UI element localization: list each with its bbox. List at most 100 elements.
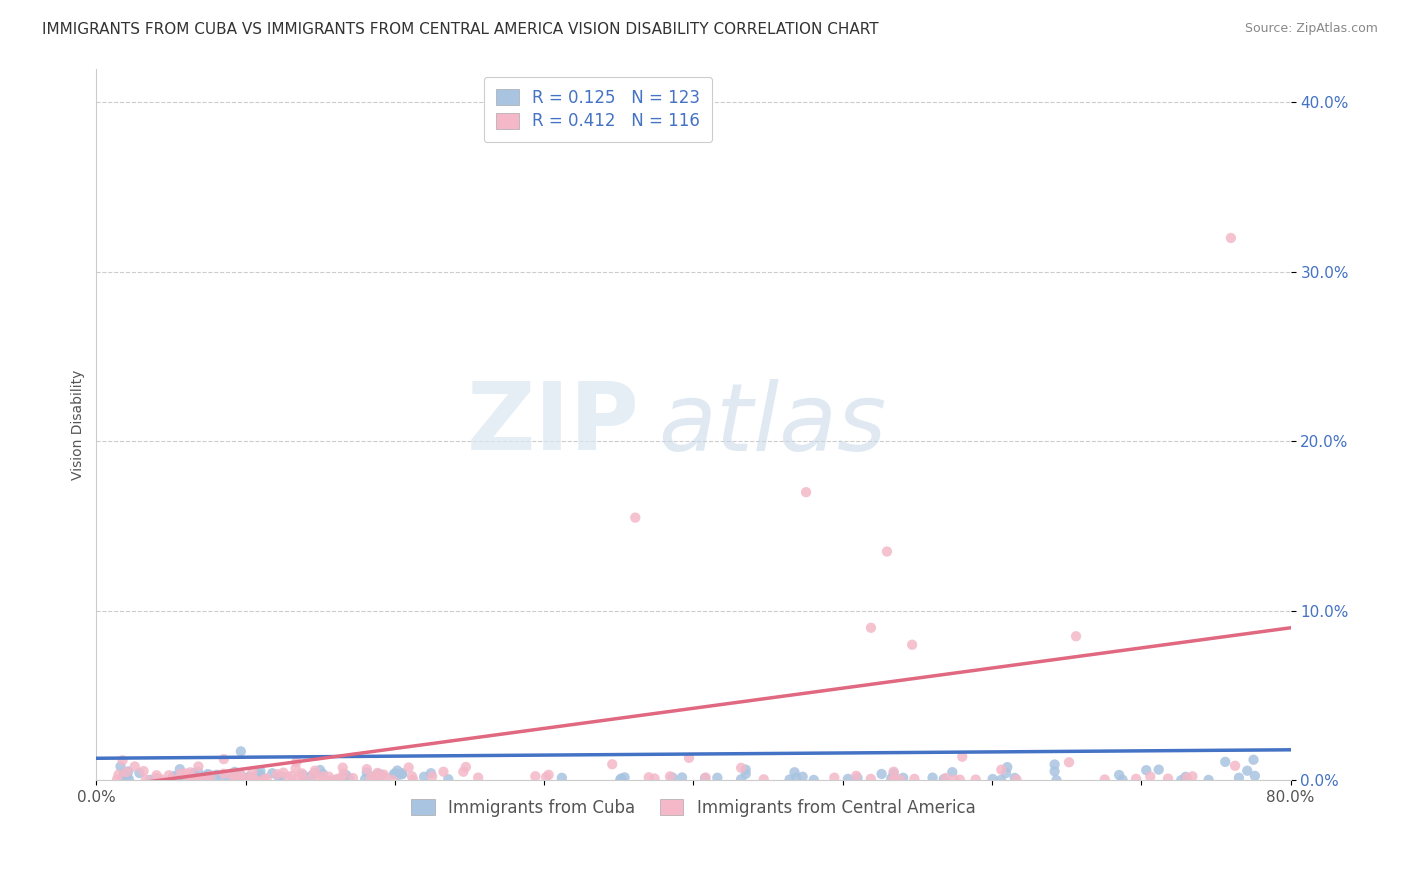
Point <box>277 770 299 784</box>
Point <box>249 764 271 779</box>
Point <box>229 767 252 781</box>
Point <box>388 768 411 782</box>
Point <box>177 771 200 785</box>
Point <box>219 772 242 787</box>
Point <box>145 768 167 782</box>
Point <box>198 772 221 787</box>
Point <box>935 771 957 785</box>
Point <box>624 510 647 524</box>
Point <box>162 770 184 784</box>
Point <box>309 763 332 777</box>
Point <box>212 752 235 766</box>
Point <box>354 772 377 787</box>
Point <box>318 770 340 784</box>
Point <box>145 771 167 785</box>
Point <box>162 772 184 787</box>
Point <box>671 771 693 785</box>
Point <box>1170 773 1192 788</box>
Point <box>115 770 138 784</box>
Point <box>183 770 205 784</box>
Point <box>785 771 807 785</box>
Point <box>174 766 197 780</box>
Point <box>730 772 752 787</box>
Point <box>281 769 304 783</box>
Point <box>1236 764 1258 778</box>
Point <box>187 764 209 779</box>
Point <box>146 772 169 787</box>
Point <box>284 761 307 775</box>
Point <box>846 771 869 785</box>
Point <box>1181 769 1204 783</box>
Point <box>1125 772 1147 786</box>
Point <box>803 772 825 787</box>
Point <box>792 770 814 784</box>
Point <box>384 766 406 780</box>
Point <box>190 772 212 787</box>
Point <box>1147 763 1170 777</box>
Point <box>661 771 683 785</box>
Point <box>366 770 388 784</box>
Text: IMMIGRANTS FROM CUBA VS IMMIGRANTS FROM CENTRAL AMERICA VISION DISABILITY CORREL: IMMIGRANTS FROM CUBA VS IMMIGRANTS FROM … <box>42 22 879 37</box>
Point <box>859 621 882 635</box>
Point <box>637 770 659 784</box>
Point <box>166 773 188 788</box>
Point <box>783 765 806 780</box>
Point <box>267 771 290 785</box>
Point <box>177 773 200 788</box>
Point <box>132 764 155 778</box>
Point <box>115 765 138 780</box>
Point <box>172 772 194 786</box>
Point <box>823 771 845 785</box>
Point <box>312 769 335 783</box>
Point <box>197 768 219 782</box>
Point <box>149 772 172 786</box>
Point <box>413 770 436 784</box>
Point <box>183 766 205 780</box>
Point <box>262 766 284 780</box>
Point <box>1157 772 1180 786</box>
Point <box>391 767 413 781</box>
Point <box>157 768 180 782</box>
Point <box>859 772 882 786</box>
Point <box>752 772 775 787</box>
Point <box>363 770 385 784</box>
Point <box>169 762 191 776</box>
Point <box>212 766 235 780</box>
Point <box>387 764 409 778</box>
Point <box>177 772 200 786</box>
Point <box>238 770 260 784</box>
Point <box>112 768 135 782</box>
Point <box>194 769 217 783</box>
Point <box>402 772 425 787</box>
Point <box>889 772 911 787</box>
Point <box>941 765 963 780</box>
Point <box>1135 763 1157 777</box>
Point <box>205 768 228 782</box>
Point <box>382 767 405 781</box>
Point <box>177 772 200 787</box>
Point <box>1108 768 1130 782</box>
Point <box>883 772 905 787</box>
Point <box>249 768 271 782</box>
Point <box>292 768 315 782</box>
Point <box>245 773 267 788</box>
Point <box>990 772 1012 787</box>
Point <box>610 772 633 786</box>
Point <box>188 772 211 787</box>
Point <box>165 772 187 786</box>
Point <box>1198 772 1220 787</box>
Point <box>837 772 859 786</box>
Point <box>332 772 354 786</box>
Point <box>995 760 1018 774</box>
Point <box>302 768 325 782</box>
Point <box>184 771 207 785</box>
Point <box>246 768 269 782</box>
Point <box>211 770 233 784</box>
Point <box>266 767 288 781</box>
Point <box>870 767 893 781</box>
Point <box>170 767 193 781</box>
Point <box>105 772 128 787</box>
Point <box>1139 770 1161 784</box>
Point <box>467 771 489 785</box>
Point <box>117 764 139 779</box>
